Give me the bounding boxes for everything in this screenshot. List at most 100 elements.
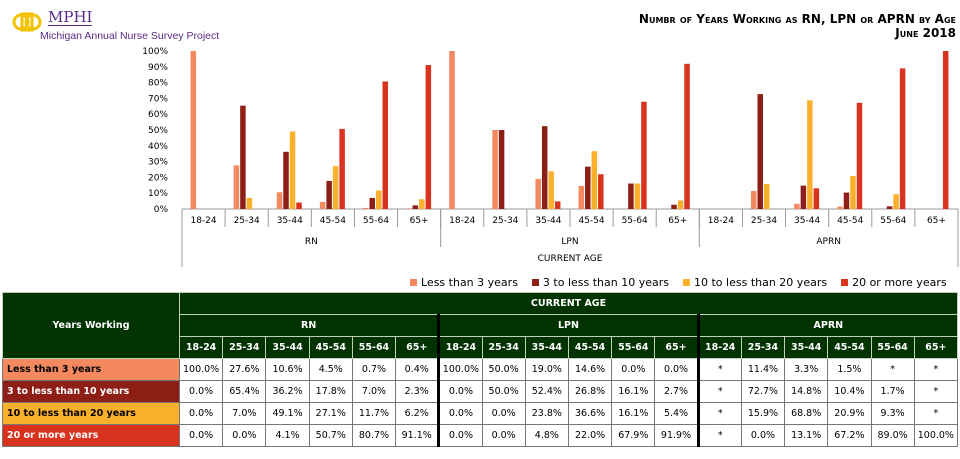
age-header: 18-24 — [437, 336, 483, 359]
age-header: 18-24 — [178, 336, 224, 359]
legend-label: 20 or more years — [852, 276, 947, 289]
legend-swatch — [841, 279, 849, 286]
x-tick-label: 65+ — [927, 216, 946, 226]
bar-rn-65+-s0 — [406, 208, 412, 209]
x-tick-label: 25-34 — [751, 216, 777, 226]
group-header: LPN — [437, 314, 699, 337]
x-tick-label: 65+ — [668, 216, 687, 226]
knot-logo-icon — [12, 12, 42, 32]
age-header: 65+ — [654, 336, 699, 359]
table-cell: 10.6% — [265, 358, 310, 381]
row-label: 10 to less than 20 years — [2, 402, 180, 425]
x-tick-label: 55-64 — [363, 216, 389, 226]
table-cell: 16.1% — [611, 380, 656, 403]
table-cell: 100.0% — [913, 424, 959, 447]
bar-lpn-55-64-s3 — [641, 101, 647, 209]
bar-lpn-35-44-s1 — [541, 126, 548, 209]
x-tick-label: 65+ — [410, 216, 429, 226]
table-cell: 0.0% — [654, 358, 699, 381]
chart-subtitle: June 2018 — [895, 26, 956, 40]
table-cell: 0.0% — [481, 402, 526, 425]
table-cell: 20.9% — [827, 402, 872, 425]
x-tick-label: 45-54 — [578, 216, 604, 226]
bar-lpn-35-44-s2 — [548, 171, 554, 209]
table-cell: 9.3% — [870, 402, 915, 425]
age-header: 25-34 — [740, 336, 786, 359]
x-tick-label: 45-54 — [320, 216, 346, 226]
table-cell: 4.1% — [265, 424, 310, 447]
table-cell: 5.4% — [654, 402, 699, 425]
bar-aprn-45-54-s3 — [856, 102, 863, 209]
y-tick-label: 60% — [148, 110, 168, 120]
table-cell: 36.6% — [567, 402, 613, 425]
table-cell: 91.9% — [654, 424, 699, 447]
table-cell: 0.0% — [178, 380, 224, 403]
legend-swatch — [410, 279, 417, 286]
table-cell: 7.0% — [351, 380, 397, 403]
table-cell: 4.5% — [308, 358, 353, 381]
legend-item: 20 or more years — [841, 276, 947, 289]
table-cell: 50.0% — [481, 380, 526, 403]
bar-rn-35-44-s0 — [276, 192, 283, 209]
y-tick-label: 100% — [142, 47, 168, 57]
age-header: 45-54 — [827, 336, 872, 359]
x-tick-label: 45-54 — [837, 216, 863, 226]
table-cell: 0.0% — [178, 402, 224, 425]
y-tick-label: 10% — [148, 189, 168, 199]
age-header: 55-64 — [611, 336, 656, 359]
bar-aprn-25-34-s1 — [757, 94, 763, 209]
age-header: 25-34 — [222, 336, 267, 359]
row-header: Years Working — [2, 292, 180, 359]
table-cell: 27.1% — [308, 402, 353, 425]
bar-lpn-45-54-s2 — [591, 151, 598, 209]
table-cell: 68.8% — [784, 402, 829, 425]
table-cell: 22.0% — [567, 424, 613, 447]
age-header: 55-64 — [351, 336, 397, 359]
table-row: Less than 3 years 100.0% 27.6% 10.6% 4.5% 0.7… — [2, 358, 959, 381]
legend-label: 3 to less than 10 years — [542, 276, 669, 289]
bar-rn-25-34-s2 — [246, 197, 253, 209]
table-cell: 15.9% — [740, 402, 786, 425]
age-header: 25-34 — [481, 336, 526, 359]
y-tick-label: 50% — [148, 126, 168, 136]
bar-lpn-45-54-s1 — [585, 166, 591, 209]
row-label: 20 or more years — [2, 424, 180, 447]
x-tick-label: 35-44 — [794, 216, 820, 226]
table-cell: * — [870, 358, 915, 381]
table-cell: 72.7% — [740, 380, 786, 403]
legend-label: 10 to less than 20 years — [694, 276, 828, 289]
bar-rn-65+-s2 — [419, 199, 425, 209]
legend-label: Less than 3 years — [421, 276, 518, 289]
legend-item: 10 to less than 20 years — [683, 276, 827, 289]
bar-lpn-65+-s1 — [671, 204, 677, 209]
legend: Less than 3 years 3 to less than 10 years… — [410, 276, 947, 289]
table-cell: 16.1% — [611, 402, 656, 425]
bar-rn-45-54-s0 — [319, 201, 326, 209]
bar-aprn-35-44-s0 — [794, 203, 800, 209]
bar-lpn-35-44-s0 — [535, 178, 541, 209]
table-cell: 100.0% — [178, 358, 224, 381]
group-header: APRN — [696, 314, 959, 337]
y-tick-label: 40% — [148, 142, 168, 152]
age-header: 35-44 — [784, 336, 829, 359]
x-tick-label: 18-24 — [190, 216, 216, 226]
table-cell: * — [913, 358, 959, 381]
bar-rn-65+-s1 — [412, 205, 419, 209]
data-table: Years Working CURRENT AGE RN LPN APRN 18-24 25… — [2, 292, 959, 447]
bar-rn-18-24-s0 — [190, 51, 197, 209]
table-cell: 65.4% — [222, 380, 267, 403]
bar-rn-25-34-s1 — [240, 105, 246, 209]
bar-aprn-35-44-s1 — [800, 185, 807, 209]
table-cell: 0.0% — [481, 424, 526, 447]
bar-lpn-35-44-s3 — [554, 201, 561, 209]
table-cell: 80.7% — [351, 424, 397, 447]
bar-lpn-55-64-s1 — [628, 183, 634, 209]
bar-lpn-45-54-s3 — [598, 174, 604, 209]
age-header: 45-54 — [567, 336, 613, 359]
table-cell: 0.0% — [611, 358, 656, 381]
group-header: RN — [178, 314, 440, 337]
table-cell: 27.6% — [222, 358, 267, 381]
group-label: LPN — [561, 237, 578, 247]
bar-aprn-25-34-s2 — [764, 183, 770, 209]
legend-swatch — [683, 279, 690, 286]
